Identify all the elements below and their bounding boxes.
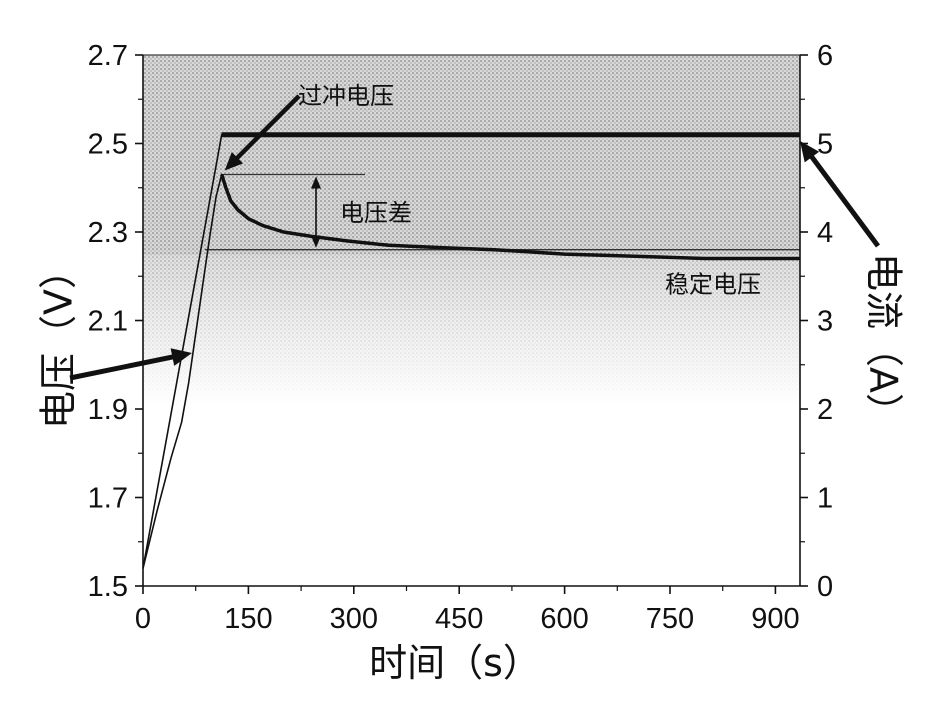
right-y-tick-label: 1 [817, 483, 833, 515]
tick-labels: 1.5 1.7 1.9 2.1 2.3 2.5 2.7 0 1 2 3 4 5 6 0 150 300 450 60… [88, 40, 833, 635]
x-tick-label: 900 [751, 603, 799, 635]
fading-shaded-region [143, 255, 800, 405]
voltage-pointer-arrow [69, 348, 192, 381]
axis-ticks [135, 54, 808, 594]
arrow-shaft [809, 154, 881, 248]
x-tick-label: 150 [224, 603, 272, 635]
arrow-head-top [311, 176, 321, 189]
left-y-tick-label: 2.3 [88, 217, 128, 249]
arrow-shaft [69, 354, 174, 381]
right-y-tick-label: 5 [817, 129, 833, 161]
x-tick-label: 450 [435, 603, 483, 635]
x-tick-label: 0 [135, 603, 151, 635]
arrow-head [800, 141, 820, 163]
voltage-difference-label: 电压差 [340, 199, 412, 227]
left-y-tick-label: 1.7 [88, 483, 128, 515]
left-y-tick-label: 2.7 [88, 40, 128, 72]
voltage-difference-arrow [311, 176, 321, 248]
left-y-tick-label: 2.5 [88, 129, 128, 161]
arrow-head [170, 348, 192, 366]
arrow-head-bottom [311, 235, 321, 248]
x-axis-title: 时间（s） [369, 641, 541, 685]
stable-voltage-label: 稳定电压 [665, 271, 761, 299]
right-y-tick-label: 6 [817, 40, 833, 72]
left-y-axis-title: 电压（V） [37, 251, 81, 429]
overshoot-voltage-label: 过冲电压 [298, 82, 394, 110]
overshoot-arrow [224, 94, 301, 171]
right-y-axis-title: 电流（A） [861, 253, 905, 431]
x-tick-label: 600 [540, 603, 588, 635]
current-pointer-arrow [800, 141, 881, 248]
x-tick-label: 300 [330, 603, 378, 635]
right-y-tick-label: 0 [817, 571, 833, 603]
x-tick-label: 750 [646, 603, 694, 635]
arrow-shaft [235, 94, 301, 161]
arrow-head [224, 152, 244, 171]
voltage-decay-segment [220, 173, 800, 261]
plot-series [142, 132, 800, 569]
right-y-tick-label: 2 [817, 394, 833, 426]
annotation-arrows [69, 94, 881, 381]
left-y-tick-label: 1.5 [88, 571, 128, 603]
plot-shading [143, 55, 800, 405]
left-y-tick-label: 1.9 [88, 394, 128, 426]
left-y-tick-label: 2.1 [88, 306, 128, 338]
right-y-tick-label: 4 [817, 217, 833, 249]
right-y-tick-label: 3 [817, 306, 833, 338]
